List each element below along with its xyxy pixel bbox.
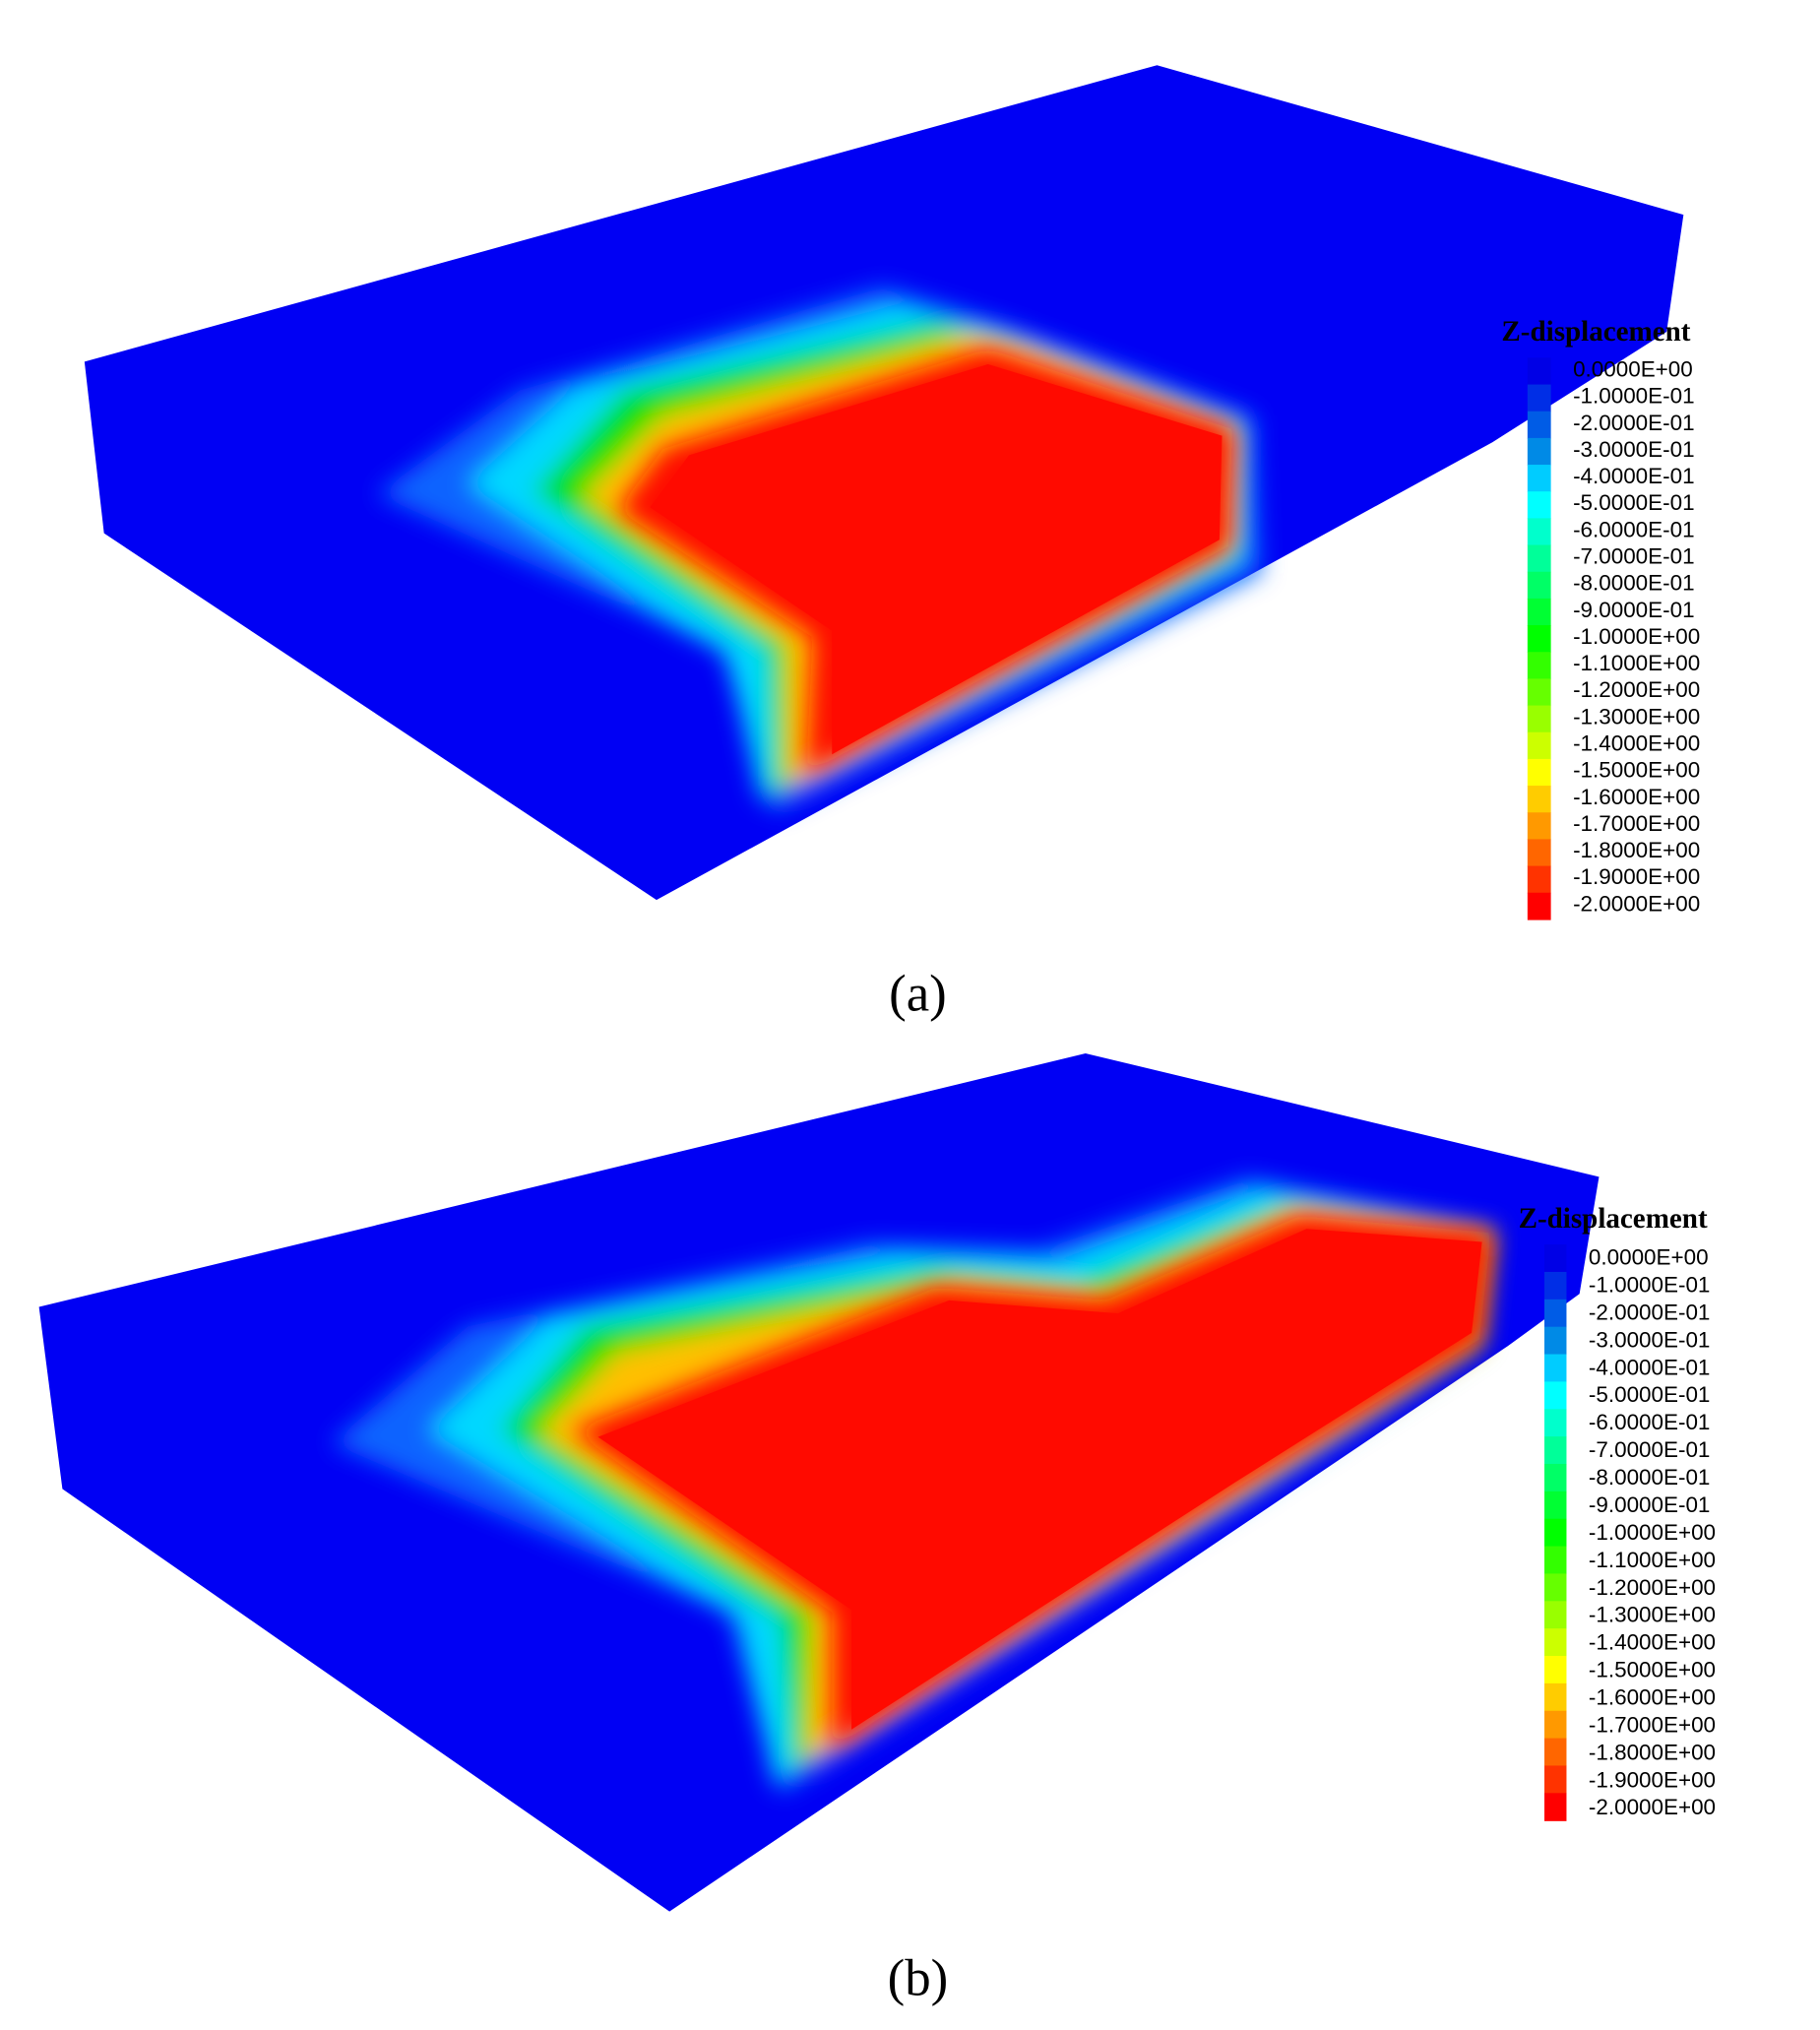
- legend-label: -1.3000E+00: [1589, 1603, 1716, 1627]
- legend-label: -2.0000E+00: [1589, 1795, 1716, 1819]
- panel-label: (b): [888, 1949, 949, 2006]
- legend-swatch: [1544, 1463, 1567, 1492]
- legend-swatch: [1544, 1601, 1567, 1629]
- legend-label: -1.8000E+00: [1589, 1740, 1716, 1764]
- legend-label: -1.0000E-01: [1573, 384, 1695, 409]
- legend-swatch: [1544, 1573, 1567, 1602]
- legend-label: -7.0000E-01: [1589, 1437, 1711, 1462]
- legend-label: -1.8000E+00: [1573, 838, 1700, 862]
- legend-label: -1.7000E+00: [1589, 1712, 1716, 1737]
- legend-swatch: [1544, 1656, 1567, 1684]
- legend-label: -1.6000E+00: [1589, 1685, 1716, 1710]
- legend-swatch: [1527, 731, 1551, 760]
- legend-swatch: [1527, 491, 1551, 520]
- legend-swatch: [1527, 652, 1551, 680]
- legend-swatch: [1544, 1793, 1567, 1821]
- legend-label: -1.1000E+00: [1589, 1548, 1716, 1572]
- legend-label: -1.2000E+00: [1573, 677, 1700, 702]
- legend-swatch: [1527, 786, 1551, 813]
- legend-label: -9.0000E-01: [1589, 1492, 1711, 1517]
- legend-label: -1.4000E+00: [1589, 1630, 1716, 1655]
- legend-label: -1.0000E+00: [1573, 624, 1700, 649]
- legend-swatch: [1527, 758, 1551, 787]
- legend-swatch: [1544, 1299, 1567, 1328]
- legend-swatch: [1527, 839, 1551, 867]
- legend-swatch: [1527, 465, 1551, 492]
- legend-title: Z-displacement: [1519, 1203, 1708, 1235]
- legend-label: -6.0000E-01: [1589, 1410, 1711, 1434]
- legend-swatch: [1527, 598, 1551, 626]
- legend-label: -1.5000E+00: [1589, 1658, 1716, 1682]
- legend-label: -1.1000E+00: [1573, 651, 1700, 675]
- legend-label: -5.0000E-01: [1589, 1382, 1711, 1407]
- legend-label: 0.0000E+00: [1573, 357, 1693, 382]
- legend-swatch: [1527, 812, 1551, 841]
- legend-swatch: [1544, 1628, 1567, 1657]
- legend-label: -2.0000E-01: [1589, 1300, 1711, 1324]
- legend-label: -1.0000E-01: [1589, 1273, 1711, 1298]
- legend-swatch: [1527, 705, 1551, 733]
- legend-label: -1.3000E+00: [1573, 704, 1700, 729]
- legend-swatch: [1527, 437, 1551, 466]
- legend-label: -7.0000E-01: [1573, 544, 1695, 569]
- legend-swatch: [1527, 625, 1551, 653]
- legend-swatch: [1527, 384, 1551, 412]
- legend-label: -1.7000E+00: [1573, 811, 1700, 836]
- legend-label: -5.0000E-01: [1573, 490, 1695, 515]
- legend-swatch: [1527, 678, 1551, 707]
- legend-label: -3.0000E-01: [1589, 1327, 1711, 1352]
- legend-swatch: [1527, 357, 1551, 386]
- legend-swatch: [1544, 1409, 1567, 1437]
- legend-title: Z-displacement: [1501, 316, 1690, 348]
- legend-label: -1.4000E+00: [1573, 730, 1700, 755]
- legend-swatch: [1544, 1381, 1567, 1410]
- legend-label: -1.0000E+00: [1589, 1520, 1716, 1545]
- legend-swatch: [1544, 1271, 1567, 1300]
- legend-swatch: [1544, 1710, 1567, 1740]
- model-a: [84, 65, 1684, 901]
- legend-label: -2.0000E-01: [1573, 411, 1695, 435]
- legend-swatch: [1544, 1546, 1567, 1575]
- legend-swatch: [1527, 411, 1551, 439]
- legend-swatch: [1527, 892, 1551, 920]
- legend-label: -6.0000E-01: [1573, 517, 1695, 541]
- legend-swatch: [1527, 518, 1551, 546]
- legend-label: -4.0000E-01: [1573, 464, 1695, 488]
- legend-label: -8.0000E-01: [1589, 1465, 1711, 1490]
- legend-label: -1.2000E+00: [1589, 1575, 1716, 1600]
- legend-swatch: [1544, 1682, 1567, 1712]
- legend-label: 0.0000E+00: [1589, 1245, 1709, 1270]
- legend-label: -2.0000E+00: [1573, 891, 1700, 916]
- legend-swatch: [1544, 1738, 1567, 1767]
- legend-swatch: [1527, 865, 1551, 894]
- legend-label: -1.6000E+00: [1573, 785, 1700, 809]
- legend-swatch: [1544, 1765, 1567, 1794]
- legend-label: -1.9000E+00: [1573, 864, 1700, 889]
- legend-label: -3.0000E-01: [1573, 437, 1695, 462]
- legend-swatch: [1544, 1326, 1567, 1356]
- legend-label: -9.0000E-01: [1573, 598, 1695, 622]
- legend-label: -8.0000E-01: [1573, 571, 1695, 596]
- legend-swatch: [1544, 1491, 1567, 1520]
- legend-label: -1.9000E+00: [1589, 1767, 1716, 1792]
- legend-swatch: [1544, 1518, 1567, 1548]
- legend-label: -4.0000E-01: [1589, 1355, 1711, 1379]
- legend-label: -1.5000E+00: [1573, 758, 1700, 783]
- legend-swatch: [1527, 544, 1551, 573]
- legend-swatch: [1544, 1354, 1567, 1383]
- legend-swatch: [1544, 1436, 1567, 1465]
- model-b: [38, 1052, 1600, 1912]
- panel-label: (a): [889, 966, 947, 1023]
- legend-swatch: [1544, 1244, 1567, 1273]
- legend-swatch: [1527, 571, 1551, 600]
